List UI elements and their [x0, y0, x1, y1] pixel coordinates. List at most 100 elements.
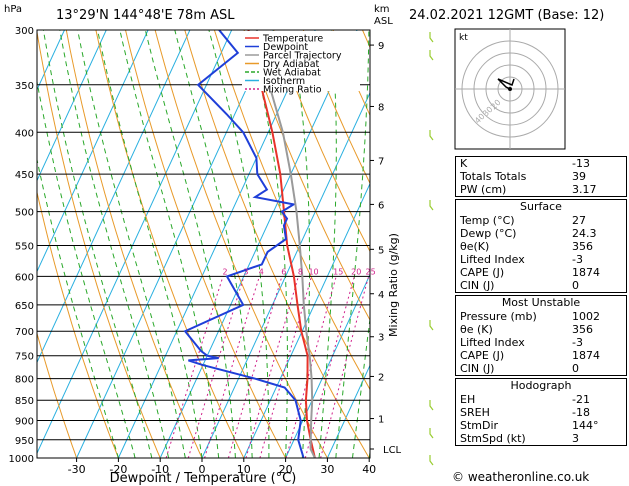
hodograph-label: StmSpd (kt): [460, 432, 526, 445]
temp-tick-label: 10: [237, 463, 251, 476]
stats-panel: K -13 Totals Totals 39 PW (cm) 3.17 Surface T…: [455, 156, 627, 448]
most-unstable-label: Lifted Index: [460, 336, 525, 349]
surface-box: Surface Temp (°C) 27 Dewp (°C) 24.3 θe(K) 356…: [455, 199, 627, 293]
temp-tick-label: -10: [151, 463, 169, 476]
temp-tick-label: -20: [109, 463, 127, 476]
plot-area: [37, 30, 370, 458]
surface-value: 27: [572, 214, 586, 227]
mixing-ratio-label: 2: [222, 267, 227, 276]
dry-adiabat-line: [37, 331, 78, 458]
mixing-ratio-label: 15: [333, 267, 343, 276]
mixing-ratio-label: 25: [366, 267, 376, 276]
most-unstable-row: Pressure (mb) 1002: [456, 310, 626, 323]
mixing-ratio-label: 20: [351, 267, 361, 276]
wet-adiabat-line: [59, 30, 170, 458]
most-unstable-label: CAPE (J): [460, 349, 505, 362]
surface-value: 0: [572, 279, 579, 292]
isotherm-line: [159, 30, 358, 458]
surface-label: CIN (J): [460, 279, 495, 292]
wet-adiabat-line: [42, 30, 153, 458]
legend-entry: Mixing Ratio: [263, 85, 322, 96]
km-tick-label: 2: [378, 372, 384, 383]
index-row: K -13: [456, 157, 626, 170]
most-unstable-value: 0: [572, 362, 579, 375]
dry-adiabat-line: [273, 30, 370, 253]
hodograph-label: EH: [460, 393, 476, 406]
mixing-ratio-label: 8: [298, 267, 303, 276]
hodograph-row: StmDir 144°: [456, 419, 626, 432]
mixing-ratio-label: 10: [308, 267, 318, 276]
km-tick-label: 9: [378, 41, 384, 52]
hodograph-row: StmSpd (kt) 3: [456, 432, 626, 445]
dry-adiabat-line: [302, 30, 370, 185]
surface-row: Dewp (°C) 24.3: [456, 227, 626, 240]
surface-value: 356: [572, 240, 593, 253]
hodograph-storm-marker: [508, 87, 512, 91]
most-unstable-row: θe (K) 356: [456, 323, 626, 336]
legend-entry: Dewpoint: [263, 42, 308, 53]
surface-label: Temp (°C): [460, 214, 515, 227]
hodograph-label: SREH: [460, 406, 490, 419]
surface-row: CIN (J) 0: [456, 279, 626, 292]
pressure-tick-label: 650: [15, 301, 34, 312]
mixing-ratio-label: 6: [281, 267, 286, 276]
pressure-tick-label: 1000: [9, 454, 34, 465]
pressure-tick-label: 400: [15, 128, 34, 139]
wind-barb: [429, 32, 434, 43]
wind-barb: [429, 50, 434, 61]
wind-barb: [429, 428, 434, 439]
mixing-ratio-line: [187, 276, 245, 458]
x-axis-title: Dewpoint / Temperature (°C): [110, 471, 297, 486]
index-row: PW (cm) 3.17: [456, 183, 626, 196]
surface-value: 24.3: [572, 227, 597, 240]
hodograph-kt-label: kt: [459, 33, 468, 43]
isotherm-line: [37, 30, 233, 455]
temp-tick-label: 40: [362, 463, 376, 476]
most-unstable-label: CIN (J): [460, 362, 495, 375]
plot-frame: [36, 29, 371, 459]
surface-label: Dewp (°C): [460, 227, 517, 240]
km-tick-label: 3: [378, 333, 384, 344]
km-tick-label: 5: [378, 245, 384, 256]
wind-barb: [429, 200, 434, 211]
isotherm-line: [76, 30, 274, 458]
temp-tick-label: 30: [320, 463, 334, 476]
pressure-tick-label: 850: [15, 396, 34, 407]
legend-entry: Isotherm: [263, 76, 305, 87]
most-unstable-row: CIN (J) 0: [456, 362, 626, 375]
mixing-ratio-axis-title: Mixing Ratio (g/kg): [387, 233, 400, 337]
hodograph-table-box: Hodograph EH -21 SREH -18 StmDir 144° StmSpd (…: [455, 378, 627, 446]
pressure-tick-label: 900: [15, 417, 34, 428]
most-unstable-value: 356: [572, 323, 593, 336]
surface-title: Surface: [520, 200, 562, 213]
dry-adiabat-line: [125, 30, 287, 458]
surface-value: -3: [572, 253, 583, 266]
km-tick-label: 6: [378, 200, 384, 211]
km-tick-label: LCL: [383, 445, 402, 456]
index-value: 39: [572, 170, 586, 183]
location-title: 13°29'N 144°48'E 78m ASL: [56, 8, 235, 23]
hodograph-table-title: Hodograph: [510, 379, 572, 392]
index-value: 3.17: [572, 183, 597, 196]
legend-entry: Parcel Trajectory: [263, 51, 342, 62]
wet-adiabat-line: [97, 30, 203, 458]
isotherm-line: [326, 364, 370, 458]
surface-label: θe(K): [460, 240, 490, 253]
pressure-tick-label: 600: [15, 272, 34, 283]
temp-tick-label: 0: [199, 463, 206, 476]
km-tick-label: 7: [378, 156, 384, 167]
hodograph-label: StmDir: [460, 419, 499, 432]
index-label: PW (cm): [460, 183, 507, 196]
hodograph-row: SREH -18: [456, 406, 626, 419]
mixing-ratio-line: [285, 276, 337, 458]
most-unstable-title: Most Unstable: [501, 296, 581, 309]
index-value: -13: [572, 157, 590, 170]
mixing-ratio-label: 4: [259, 267, 264, 276]
surface-row: Temp (°C) 27: [456, 214, 626, 227]
mixing-ratio-label: 3: [243, 267, 248, 276]
most-unstable-label: θe (K): [460, 323, 493, 336]
mixing-ratio-line: [259, 276, 312, 458]
isotherm-line: [37, 30, 191, 364]
